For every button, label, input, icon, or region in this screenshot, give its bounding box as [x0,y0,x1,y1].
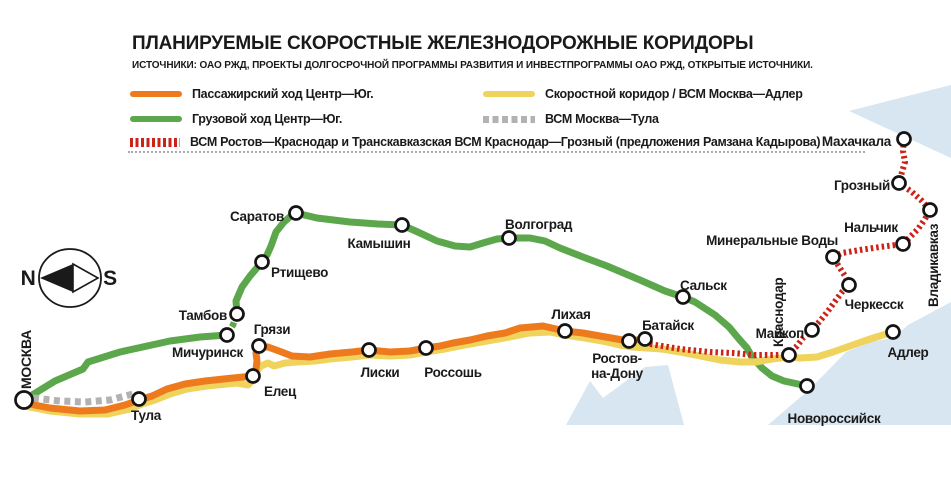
city-label-tula: Тула [131,408,162,423]
city-label-vladikavkaz: Владикавказ [926,223,941,307]
city-node-rossosh [418,340,434,356]
city-label-rostov-na-donu: Ростов-на-Дону [591,351,644,381]
city-label-likhaya: Лихая [551,307,590,322]
legend-item-highspeed: Скоростной коридор / ВСМ Москва—Адлер [483,87,803,101]
city-label-adler: Адлер [888,345,929,360]
city-node-yelets [245,368,261,384]
passenger-corridor [20,322,649,415]
legend-label: Скоростной коридор / ВСМ Москва—Адлер [545,87,803,101]
city-node-maykop [804,322,820,338]
legend-item-freight: Грузовой ход Центр—Юг. [130,112,342,126]
city-node-bataysk [637,331,653,347]
city-label-maykop: Майкоп [756,326,805,341]
city-label-novorossiysk: Новороссийск [788,411,882,426]
city-label-rtishchevo: Ртищево [271,265,328,280]
city-label-liski: Лиски [361,365,400,380]
city-label-salsk: Сальск [680,278,727,293]
city-node-nalchik [895,236,911,252]
city-node-saratov [288,205,304,221]
city-label-nalchik: Нальчик [844,220,898,235]
black-sea [768,302,951,425]
city-label-tambov: Тамбов [179,308,227,323]
legend-label: ВСМ Москва—Тула [545,112,659,126]
city-node-adler [885,324,901,340]
compass-s-label: S [103,267,117,290]
city-node-novorossiysk [799,378,815,394]
caspian-sea [849,85,951,158]
city-label-line: Ростов- [592,351,642,366]
freight-line-swatch [130,116,182,122]
highspeed-line-swatch [483,91,535,97]
city-label-krasnodar: Краснодар [771,278,786,347]
city-node-mineralnye-vody [825,249,841,265]
vsm-kadyrov-line-swatch [130,137,180,147]
city-node-gryazi [251,338,267,354]
city-label-volgograd: Волгоград [505,217,573,232]
freight-corridor-west [20,331,231,404]
vsm-tula-line-swatch [483,115,535,123]
vsm-rostov-krasnodar [649,341,788,358]
city-node-makhachkala [896,131,912,147]
city-node-rostov-na-donu [621,333,637,349]
legend-item-vsm-kadyrov: ВСМ Ростов—Краснодар и Транскавказская В… [130,135,821,149]
high-speed-corridor-moscow-adler [20,328,897,418]
freight-corridor-east [232,209,811,390]
page-title: ПЛАНИРУЕМЫЕ СКОРОСТНЫЕ ЖЕЛЕЗНОДОРОЖНЫЕ К… [132,33,754,54]
legend-label: Грузовой ход Центр—Юг. [192,112,342,126]
legend-item-vsm-tula: ВСМ Москва—Тула [483,112,659,126]
city-node-tula [131,391,147,407]
sources-line: ИСТОЧНИКИ: ОАО РЖД, ПРОЕКТЫ ДОЛГОСРОЧНОЙ… [132,60,813,71]
city-node-volgograd [501,230,517,246]
vsm-moscow-tula [32,390,134,406]
city-label-bataysk: Батайск [642,318,694,333]
city-label-cherkessk: Черкесск [845,297,904,312]
city-label-kamyshin: Камышин [347,236,410,251]
city-label-gryazi: Грязи [254,322,291,337]
legend-label: Пассажирский ход Центр—Юг. [192,87,374,101]
legend-item-passenger: Пассажирский ход Центр—Юг. [130,87,374,101]
city-node-vladikavkaz [922,202,938,218]
city-node-likhaya [557,323,573,339]
compass-south-pointer-icon [72,262,100,294]
city-node-tambov [229,306,245,322]
legend-separator [128,151,865,153]
compass-n-label: N [21,267,36,290]
city-node-moscow [14,390,34,410]
city-label-rossosh: Россошь [424,365,481,380]
city-node-kamyshin [394,217,410,233]
city-node-salsk [675,289,691,305]
city-label-saratov: Саратов [230,209,284,224]
city-label-mineralnye-vody: Минеральные Воды [706,233,838,248]
legend-label: ВСМ Ростов—Краснодар и Транскавказская В… [190,135,821,149]
city-label-yelets: Елец [264,384,297,399]
city-label-grozny: Грозный [834,178,890,193]
city-node-krasnodar [781,347,797,363]
sea-of-azov [566,365,684,425]
city-label-moscow: МОСКВА [18,330,34,389]
compass-north-pointer-icon [40,264,73,292]
passenger-line-swatch [130,91,182,97]
city-label-michurinsk: Мичуринск [172,345,244,360]
city-node-grozny [891,175,907,191]
city-node-michurinsk [219,327,235,343]
city-node-rtishchevo [254,254,270,270]
city-label-line: на-Дону [591,366,644,381]
city-node-cherkessk [841,277,857,293]
city-node-liski [361,342,377,358]
city-label-makhachkala: Махачкала [822,134,892,149]
